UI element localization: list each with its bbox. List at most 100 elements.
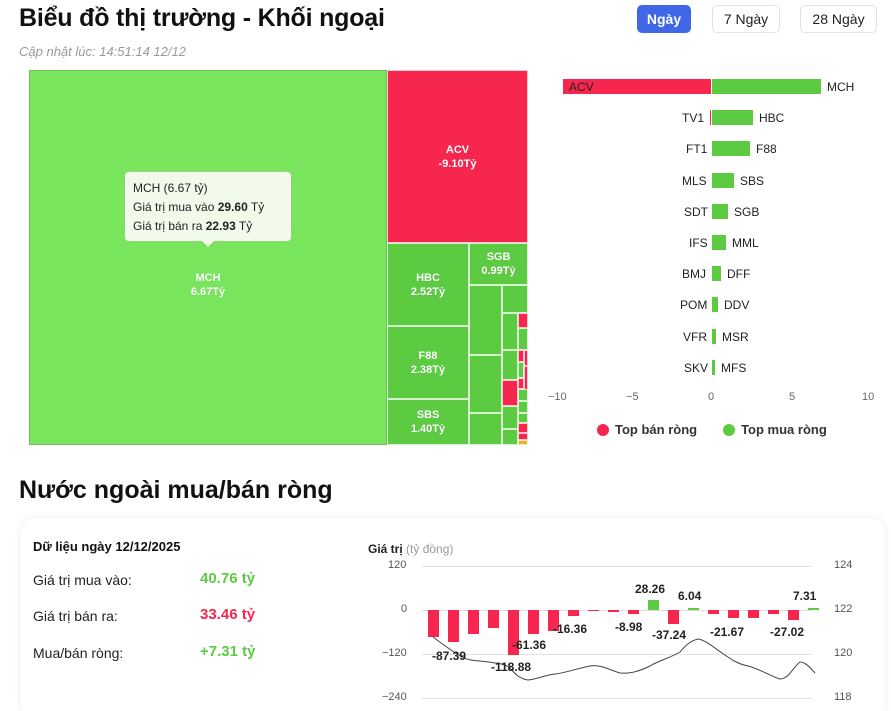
gridline bbox=[422, 654, 812, 655]
bar-value-label: -8.98 bbox=[615, 620, 643, 634]
label-sell: IFS bbox=[689, 236, 708, 250]
treemap-cell-small[interactable] bbox=[502, 313, 518, 350]
bar[interactable] bbox=[468, 610, 479, 634]
bar[interactable] bbox=[788, 610, 799, 620]
sell-label: Giá trị bán ra: bbox=[33, 608, 118, 624]
bar[interactable] bbox=[688, 608, 699, 610]
bar[interactable] bbox=[488, 610, 499, 628]
bar[interactable] bbox=[728, 610, 739, 618]
treemap-cell-small[interactable] bbox=[518, 433, 528, 440]
bar-buy-sbs[interactable] bbox=[712, 173, 734, 188]
sell-value: 33.46 tỷ bbox=[200, 606, 256, 623]
treemap-cell-acv[interactable]: ACV -9.10Tỷ bbox=[387, 70, 528, 243]
range-day-button[interactable]: Ngày bbox=[637, 5, 691, 33]
label-sell: SKV bbox=[684, 361, 709, 375]
bar-buy-msr[interactable] bbox=[712, 329, 716, 344]
bar[interactable] bbox=[648, 600, 659, 610]
tooltip-arrow bbox=[202, 241, 214, 247]
x-tick: −5 bbox=[626, 391, 639, 403]
treemap-cell-f88[interactable]: F88 2.38Tỷ bbox=[387, 326, 469, 399]
label-sell: SDT bbox=[684, 205, 708, 219]
bar-sell-tv1[interactable] bbox=[710, 110, 711, 125]
bar-value-label: -118.88 bbox=[491, 660, 532, 674]
label-sell: TV1 bbox=[682, 111, 705, 125]
x-tick: 0 bbox=[708, 391, 715, 403]
treemap-cell-small[interactable] bbox=[518, 313, 528, 328]
treemap-cell-small[interactable] bbox=[502, 285, 528, 313]
y-tick: 120 bbox=[388, 559, 407, 571]
treemap-cell-small[interactable] bbox=[502, 406, 518, 429]
bar-buy-dff[interactable] bbox=[712, 266, 721, 281]
legend-item-buy[interactable]: Top mua ròng bbox=[723, 422, 827, 437]
bar[interactable] bbox=[768, 610, 779, 614]
range-7-days-button[interactable]: 7 Ngày bbox=[712, 5, 780, 33]
treemap-cell-hbc[interactable]: HBC 2.52Tỷ bbox=[387, 243, 469, 326]
x-tick: 10 bbox=[862, 391, 875, 403]
treemap-cell-sgb[interactable]: SGB 0.99Tỷ bbox=[469, 243, 528, 285]
treemap-cell-small[interactable] bbox=[502, 380, 518, 406]
treemap-cell-small[interactable] bbox=[524, 366, 528, 391]
treemap-cell-small[interactable] bbox=[469, 413, 502, 445]
bar-buy-sgb[interactable] bbox=[712, 204, 728, 219]
treemap-value: 1.40Tỷ bbox=[410, 423, 446, 435]
label-buy: F88 bbox=[756, 142, 777, 156]
bar-sell-acv[interactable] bbox=[563, 79, 711, 94]
bar[interactable] bbox=[608, 610, 619, 612]
bar-value-label: -21.67 bbox=[710, 625, 745, 639]
treemap-chart: MCH 6.67Tỷ ACV -9.10Tỷ HBC 2.52Tỷ SGB 0.… bbox=[29, 70, 528, 445]
treemap-value: 0.99Tỷ bbox=[481, 265, 516, 277]
bar-buy-mml[interactable] bbox=[712, 235, 726, 250]
tooltip-sell-row: Giá trị bán ra 22.93 Tỷ bbox=[133, 219, 253, 233]
bar[interactable] bbox=[748, 610, 759, 618]
treemap-cell-small[interactable] bbox=[518, 413, 528, 423]
treemap-cell-mch[interactable]: MCH 6.67Tỷ bbox=[29, 70, 387, 445]
bar-value-label: -27.02 bbox=[770, 625, 805, 639]
bar[interactable] bbox=[448, 610, 459, 642]
bar-buy-mch[interactable] bbox=[712, 79, 821, 94]
label-buy: MSR bbox=[722, 330, 749, 344]
label-sell: FT1 bbox=[686, 142, 708, 156]
bar[interactable] bbox=[628, 610, 639, 614]
legend-item-sell[interactable]: Top bán ròng bbox=[597, 422, 697, 437]
bar-buy-ddv[interactable] bbox=[712, 297, 718, 312]
treemap-cell-small[interactable] bbox=[524, 350, 528, 366]
range-28-days-button[interactable]: 28 Ngày bbox=[800, 5, 877, 33]
treemap-value: 2.38Tỷ bbox=[410, 363, 446, 376]
label-buy: MFS bbox=[721, 361, 747, 375]
treemap-cell-small[interactable] bbox=[518, 350, 524, 362]
treemap-cell-small[interactable] bbox=[518, 423, 528, 433]
bar-value-label: -87.39 bbox=[432, 649, 467, 663]
bar[interactable] bbox=[668, 610, 679, 624]
legend-label: Top bán ròng bbox=[615, 422, 698, 437]
treemap-ticker: SBS bbox=[416, 409, 440, 421]
treemap-cell-small[interactable] bbox=[469, 355, 502, 413]
label-buy: SGB bbox=[734, 205, 760, 219]
treemap-value: 2.52Tỷ bbox=[410, 285, 446, 298]
bar-buy-hbc[interactable] bbox=[712, 110, 753, 125]
treemap-cell-sbs[interactable]: SBS 1.40Tỷ bbox=[387, 399, 469, 445]
treemap-cell-small[interactable] bbox=[518, 401, 528, 413]
chart-title: Giá trị (tỷ đồng) bbox=[368, 542, 454, 556]
bar-value-label: -37.24 bbox=[652, 628, 687, 642]
bar[interactable] bbox=[428, 610, 439, 637]
bar[interactable] bbox=[528, 610, 539, 634]
bar[interactable] bbox=[508, 610, 519, 655]
treemap-cell-small[interactable] bbox=[502, 350, 518, 380]
treemap-cell-small[interactable] bbox=[518, 328, 528, 350]
treemap-cell-small[interactable] bbox=[502, 429, 518, 445]
bar-value-label: -61.36 bbox=[512, 638, 547, 652]
bar[interactable] bbox=[588, 610, 599, 611]
bar[interactable] bbox=[568, 610, 579, 616]
treemap-ticker: SGB bbox=[486, 251, 511, 263]
bar-buy-mfs[interactable] bbox=[712, 360, 715, 375]
treemap-cell-small[interactable] bbox=[469, 285, 502, 355]
treemap-cell-small[interactable] bbox=[518, 440, 528, 445]
bar[interactable] bbox=[548, 610, 559, 631]
treemap-cell-small[interactable] bbox=[518, 378, 524, 389]
bar[interactable] bbox=[708, 610, 719, 614]
bar-buy-f88[interactable] bbox=[712, 141, 750, 156]
bar[interactable] bbox=[808, 608, 819, 610]
label-buy: DDV bbox=[724, 298, 750, 312]
treemap-cell-small[interactable] bbox=[518, 389, 528, 401]
treemap-cell-small[interactable] bbox=[518, 362, 524, 378]
